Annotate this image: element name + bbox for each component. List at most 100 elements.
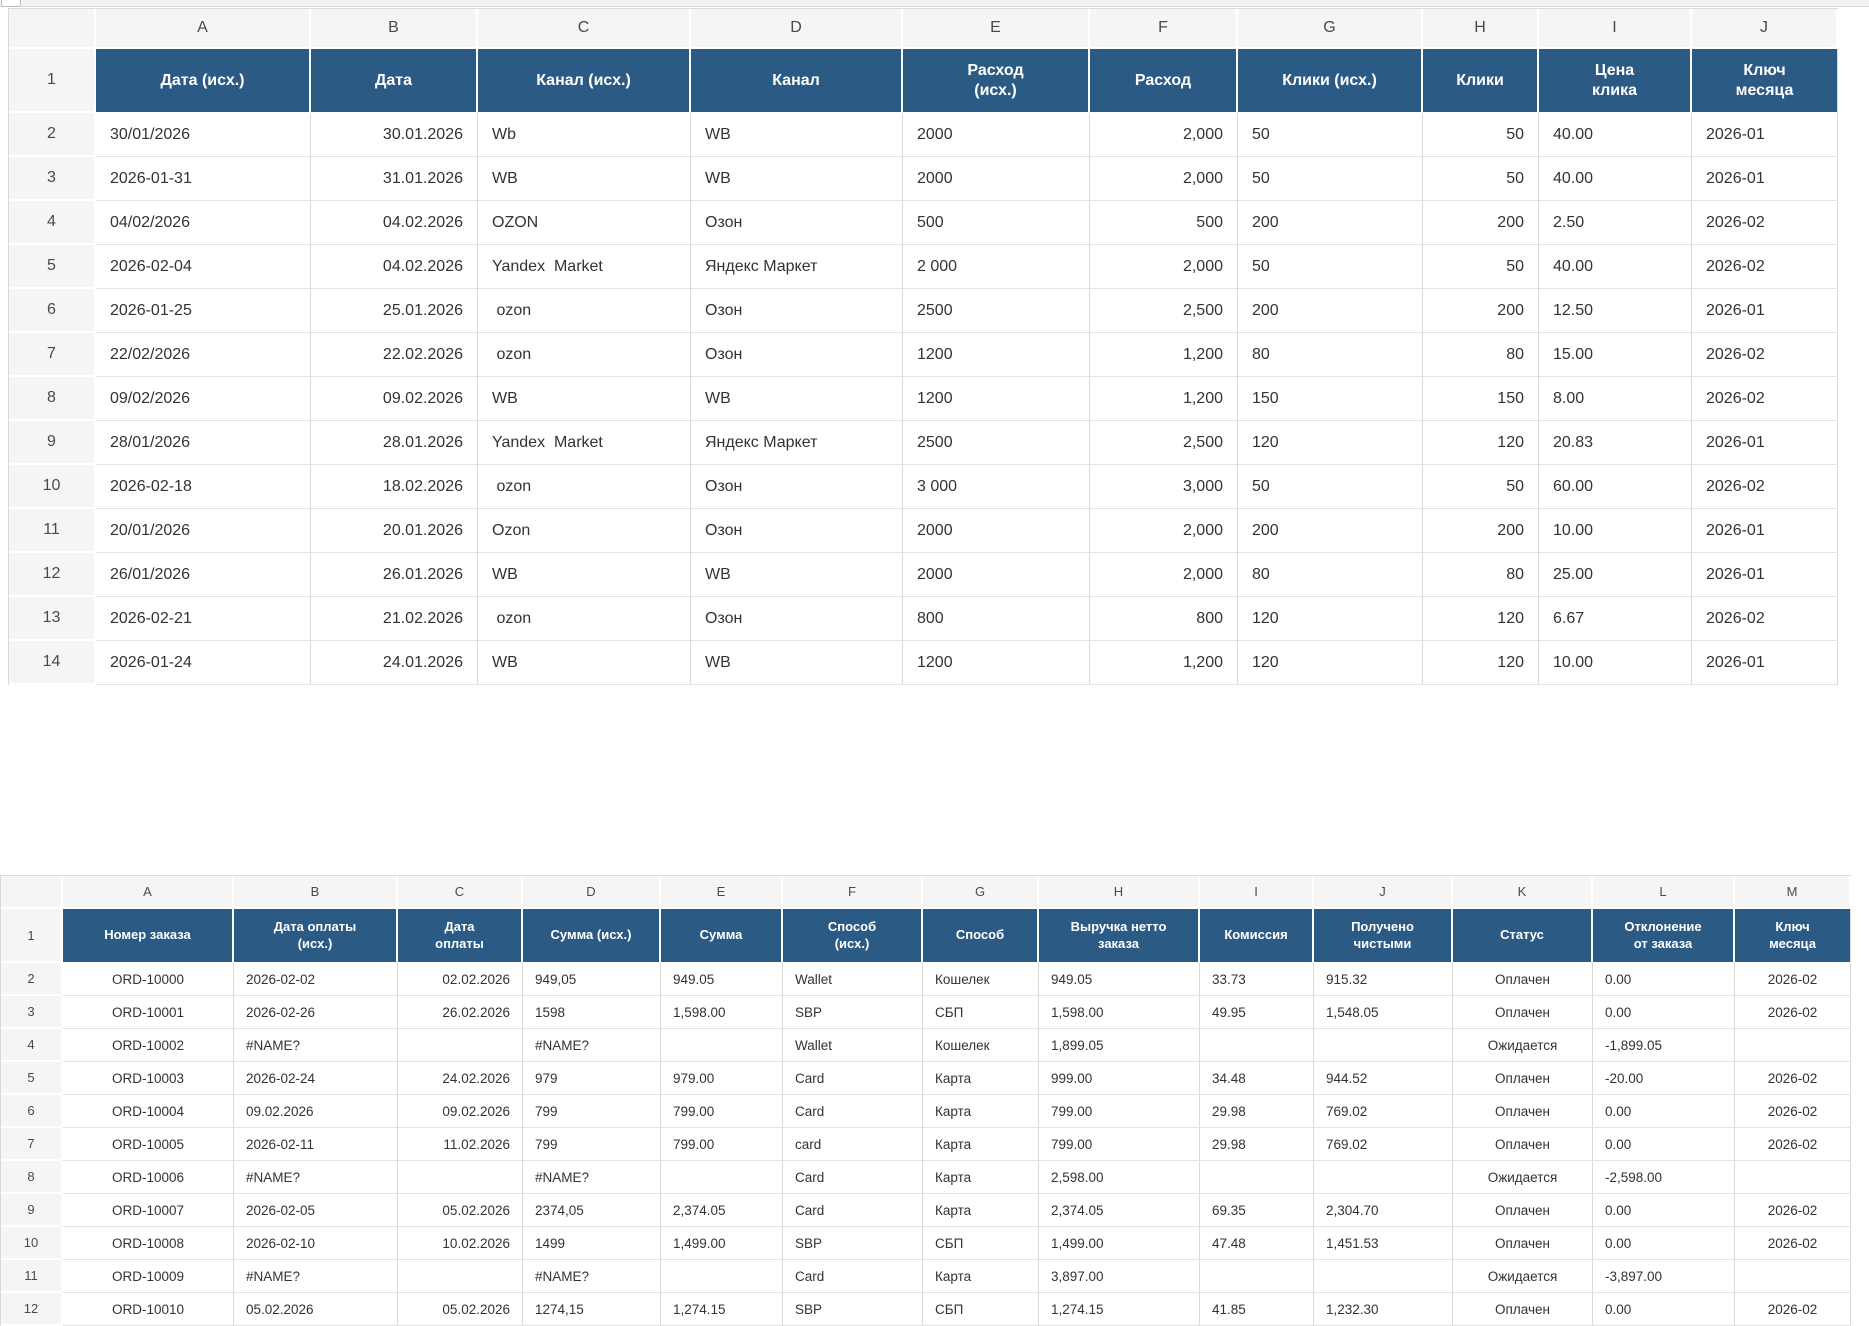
cell[interactable]: 2000 — [903, 509, 1090, 553]
cell[interactable]: 3,000 — [1090, 465, 1238, 509]
cell[interactable]: Card — [783, 1095, 923, 1128]
cell[interactable]: 30.01.2026 — [311, 113, 478, 157]
cell[interactable]: OZON — [478, 201, 691, 245]
cell[interactable]: WB — [478, 377, 691, 421]
column-letter[interactable]: E — [661, 876, 783, 909]
column-header[interactable]: Расход — [1090, 49, 1238, 113]
cell[interactable]: 40.00 — [1539, 245, 1692, 289]
cell[interactable]: 2026-02 — [1735, 1128, 1851, 1161]
cell[interactable] — [1735, 1029, 1851, 1062]
row-number[interactable]: 9 — [9, 421, 96, 465]
select-all-corner[interactable] — [1, 876, 63, 909]
cell[interactable]: 15.00 — [1539, 333, 1692, 377]
cell[interactable]: 200 — [1238, 289, 1423, 333]
cell[interactable]: WB — [691, 157, 903, 201]
cell[interactable]: 28/01/2026 — [96, 421, 311, 465]
cell[interactable]: 2026-02 — [1692, 377, 1838, 421]
cell[interactable]: 769.02 — [1314, 1128, 1453, 1161]
cell[interactable]: Кошелек — [923, 963, 1039, 996]
column-header[interactable]: Дата (исх.) — [96, 49, 311, 113]
row-number[interactable]: 13 — [9, 597, 96, 641]
cell[interactable]: 1,200 — [1090, 641, 1238, 685]
column-letter[interactable]: E — [903, 9, 1090, 49]
cell[interactable]: 2,598.00 — [1039, 1161, 1200, 1194]
cell[interactable]: Card — [783, 1260, 923, 1293]
row-number[interactable]: 4 — [9, 201, 96, 245]
cell[interactable]: 2,374.05 — [661, 1194, 783, 1227]
cell[interactable]: Озон — [691, 201, 903, 245]
cell[interactable]: 47.48 — [1200, 1227, 1314, 1260]
column-letter[interactable]: J — [1314, 876, 1453, 909]
cell[interactable]: 2026-02 — [1692, 245, 1838, 289]
cell[interactable]: 0.00 — [1593, 1194, 1735, 1227]
cell[interactable]: 31.01.2026 — [311, 157, 478, 201]
cell[interactable]: 29.98 — [1200, 1128, 1314, 1161]
cell[interactable]: 2,304.70 — [1314, 1194, 1453, 1227]
cell[interactable]: 29.98 — [1200, 1095, 1314, 1128]
cell[interactable]: 2026-02-18 — [96, 465, 311, 509]
cell[interactable]: 50 — [1238, 157, 1423, 201]
cell[interactable]: 2 000 — [903, 245, 1090, 289]
column-letter[interactable]: M — [1735, 876, 1851, 909]
cell[interactable]: 2026-02-24 — [234, 1062, 398, 1095]
cell[interactable] — [398, 1029, 523, 1062]
cell[interactable]: card — [783, 1128, 923, 1161]
cell[interactable]: Карта — [923, 1062, 1039, 1095]
cell[interactable]: #NAME? — [523, 1029, 661, 1062]
cell[interactable]: ozon — [478, 465, 691, 509]
cell[interactable]: 800 — [1090, 597, 1238, 641]
cell[interactable]: 2026-01 — [1692, 113, 1838, 157]
cell[interactable]: 1,274.15 — [1039, 1293, 1200, 1326]
cell[interactable]: 1,200 — [1090, 377, 1238, 421]
cell[interactable]: 799 — [523, 1128, 661, 1161]
cell[interactable]: 34.48 — [1200, 1062, 1314, 1095]
column-header[interactable]: Номер заказа — [63, 909, 234, 963]
cell[interactable]: ORD-10007 — [63, 1194, 234, 1227]
column-letter[interactable]: D — [691, 9, 903, 49]
cell[interactable]: 2026-01-24 — [96, 641, 311, 685]
cell[interactable]: 50 — [1423, 157, 1539, 201]
cell[interactable]: 799.00 — [661, 1095, 783, 1128]
column-letter[interactable]: B — [234, 876, 398, 909]
cell[interactable]: 1200 — [903, 377, 1090, 421]
cell[interactable]: 10.00 — [1539, 641, 1692, 685]
cell[interactable]: 200 — [1238, 201, 1423, 245]
cell[interactable]: 1598 — [523, 996, 661, 1029]
cell[interactable]: 20.01.2026 — [311, 509, 478, 553]
row-number[interactable]: 5 — [9, 245, 96, 289]
cell[interactable]: 200 — [1423, 509, 1539, 553]
cell[interactable]: Оплачен — [1453, 1095, 1593, 1128]
cell[interactable]: 2,000 — [1090, 113, 1238, 157]
column-letter[interactable]: G — [923, 876, 1039, 909]
cell[interactable]: 09/02/2026 — [96, 377, 311, 421]
cell[interactable]: ORD-10000 — [63, 963, 234, 996]
cell[interactable]: СБП — [923, 996, 1039, 1029]
cell[interactable]: 60.00 — [1539, 465, 1692, 509]
cell[interactable]: 20/01/2026 — [96, 509, 311, 553]
cell[interactable]: 30/01/2026 — [96, 113, 311, 157]
cell[interactable]: 50 — [1423, 113, 1539, 157]
cell[interactable]: 150 — [1238, 377, 1423, 421]
cell[interactable]: 2026-01 — [1692, 421, 1838, 465]
cell[interactable]: 1,499.00 — [1039, 1227, 1200, 1260]
cell[interactable]: 2026-02 — [1692, 465, 1838, 509]
cell[interactable]: WB — [478, 553, 691, 597]
column-letter[interactable]: B — [311, 9, 478, 49]
cell[interactable]: 6.67 — [1539, 597, 1692, 641]
cell[interactable]: 25.01.2026 — [311, 289, 478, 333]
cell[interactable]: ORD-10004 — [63, 1095, 234, 1128]
cell[interactable]: 120 — [1238, 641, 1423, 685]
cell[interactable]: 2026-02 — [1735, 1194, 1851, 1227]
row-number[interactable]: 2 — [1, 963, 63, 996]
cell[interactable]: 2026-02 — [1735, 1293, 1851, 1326]
cell[interactable]: 05.02.2026 — [234, 1293, 398, 1326]
cell[interactable]: #NAME? — [234, 1161, 398, 1194]
cell[interactable]: 2,000 — [1090, 245, 1238, 289]
cell[interactable]: 2026-01 — [1692, 641, 1838, 685]
cell[interactable]: -20.00 — [1593, 1062, 1735, 1095]
row-number[interactable]: 10 — [9, 465, 96, 509]
cell[interactable]: 2,000 — [1090, 509, 1238, 553]
column-header[interactable]: Канал (исх.) — [478, 49, 691, 113]
cell[interactable]: 799.00 — [1039, 1128, 1200, 1161]
cell[interactable]: 949,05 — [523, 963, 661, 996]
